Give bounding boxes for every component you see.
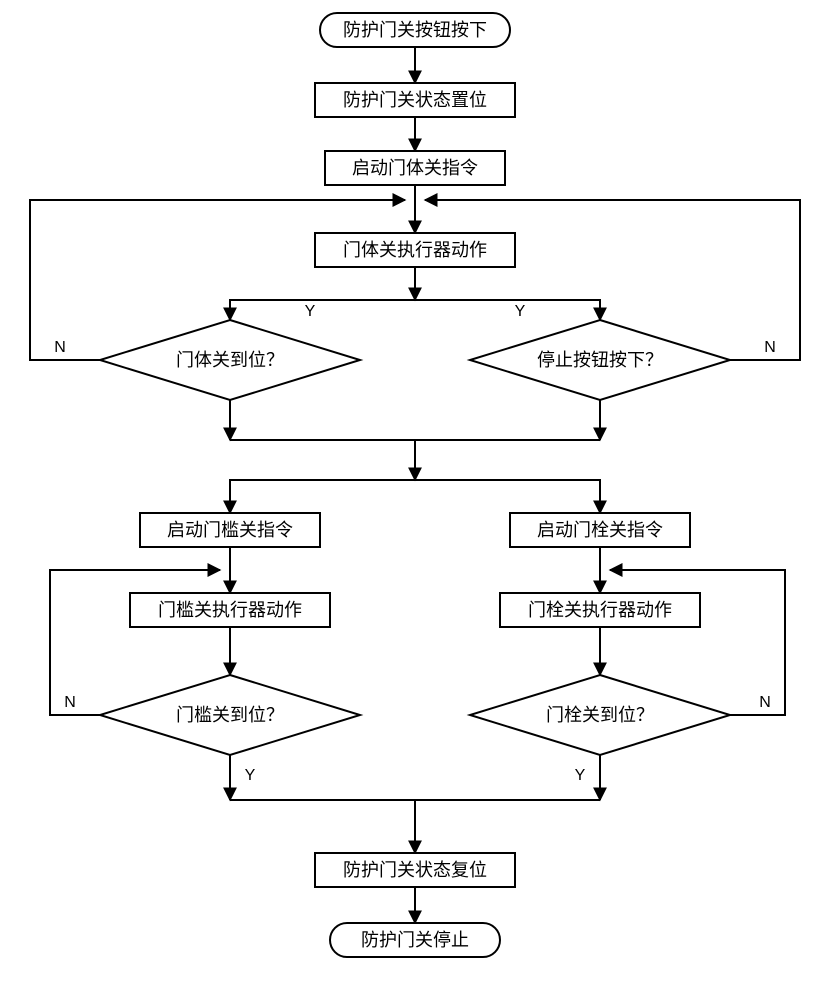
flow-edge	[230, 480, 415, 513]
edge-label: Y	[575, 767, 586, 784]
flow-node-n3: 启动门体关指令	[325, 151, 505, 185]
flow-edge	[415, 300, 600, 320]
flow-node-n5: 启动门槛关指令	[140, 513, 320, 547]
node-label: 门体关执行器动作	[343, 240, 487, 260]
flow-edge	[230, 300, 415, 320]
node-label: 启动门栓关指令	[537, 520, 663, 540]
node-label: 门栓关执行器动作	[528, 600, 672, 620]
node-label: 门槛关到位？	[176, 705, 284, 725]
flow-node-n7: 门槛关执行器动作	[130, 593, 330, 627]
flow-node-d2: 停止按钮按下？	[470, 320, 730, 400]
node-label: 启动门槛关指令	[167, 520, 293, 540]
node-label: 停止按钮按下？	[537, 350, 663, 370]
edge-label: Y	[515, 303, 526, 320]
node-label: 防护门关状态置位	[343, 90, 487, 110]
node-label: 防护门关按钮按下	[343, 20, 487, 40]
flow-node-n1: 防护门关按钮按下	[320, 13, 510, 47]
flow-node-d4: 门栓关到位？	[470, 675, 730, 755]
flow-node-n6: 启动门栓关指令	[510, 513, 690, 547]
flow-node-n4: 门体关执行器动作	[315, 233, 515, 267]
flow-node-d1: 门体关到位？	[100, 320, 360, 400]
node-label: 门栓关到位？	[546, 705, 654, 725]
flow-node-n2: 防护门关状态置位	[315, 83, 515, 117]
flow-node-n10: 防护门关停止	[330, 923, 500, 957]
edge-label: Y	[305, 303, 316, 320]
edge-label: N	[764, 339, 776, 356]
flow-node-d3: 门槛关到位？	[100, 675, 360, 755]
edge-label: Y	[245, 767, 256, 784]
edge-label: N	[759, 694, 771, 711]
edge-label: N	[54, 339, 66, 356]
node-label: 防护门关停止	[361, 930, 469, 950]
flow-node-n9: 防护门关状态复位	[315, 853, 515, 887]
flow-node-n8: 门栓关执行器动作	[500, 593, 700, 627]
node-label: 门体关到位？	[176, 350, 284, 370]
flow-edge	[415, 480, 600, 513]
node-label: 启动门体关指令	[352, 158, 478, 178]
node-label: 防护门关状态复位	[343, 860, 487, 880]
node-label: 门槛关执行器动作	[158, 600, 302, 620]
edge-label: N	[64, 694, 76, 711]
